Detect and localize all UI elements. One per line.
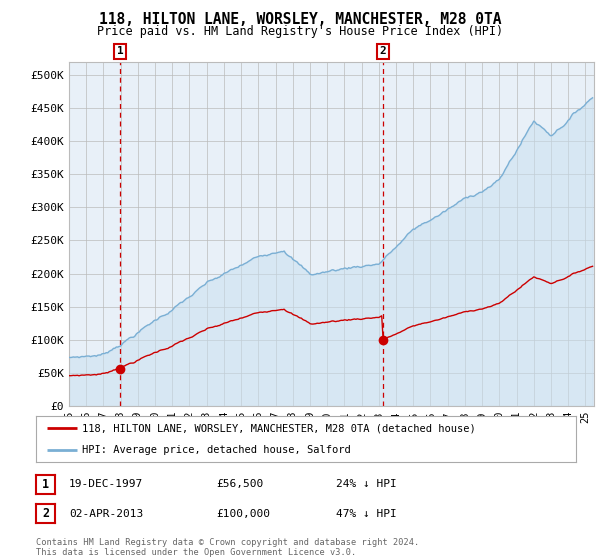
Text: Contains HM Land Registry data © Crown copyright and database right 2024.
This d: Contains HM Land Registry data © Crown c… xyxy=(36,538,419,557)
Text: 02-APR-2013: 02-APR-2013 xyxy=(69,508,143,519)
Text: 1: 1 xyxy=(117,46,124,57)
Text: HPI: Average price, detached house, Salford: HPI: Average price, detached house, Salf… xyxy=(82,445,350,455)
Text: 19-DEC-1997: 19-DEC-1997 xyxy=(69,479,143,489)
Text: 118, HILTON LANE, WORSLEY, MANCHESTER, M28 0TA (detached house): 118, HILTON LANE, WORSLEY, MANCHESTER, M… xyxy=(82,423,476,433)
Text: 1: 1 xyxy=(42,478,49,491)
Text: £56,500: £56,500 xyxy=(216,479,263,489)
Text: 24% ↓ HPI: 24% ↓ HPI xyxy=(336,479,397,489)
Text: Price paid vs. HM Land Registry's House Price Index (HPI): Price paid vs. HM Land Registry's House … xyxy=(97,25,503,38)
Text: 2: 2 xyxy=(380,46,386,57)
Text: 118, HILTON LANE, WORSLEY, MANCHESTER, M28 0TA: 118, HILTON LANE, WORSLEY, MANCHESTER, M… xyxy=(99,12,501,27)
Text: £100,000: £100,000 xyxy=(216,508,270,519)
Text: 47% ↓ HPI: 47% ↓ HPI xyxy=(336,508,397,519)
Text: 2: 2 xyxy=(42,507,49,520)
